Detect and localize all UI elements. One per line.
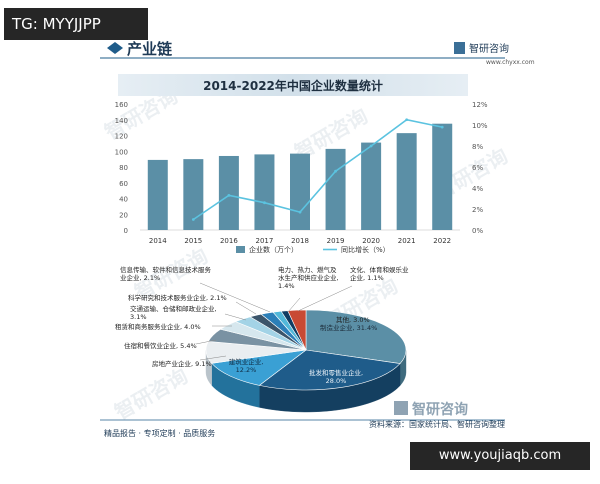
y-left-tick-label: 160 bbox=[115, 101, 128, 109]
legend-bar-label: 企业数（万个） bbox=[249, 245, 298, 254]
pie-slice-label: 信息传输、软件和信息技术服务业企业, 2.1% bbox=[120, 265, 212, 282]
legend-line-label: 同比增长（%） bbox=[341, 245, 390, 254]
bar bbox=[396, 133, 417, 230]
growth-point bbox=[191, 218, 195, 221]
pie-leader-line bbox=[224, 313, 247, 321]
pie-slice-label: 租赁和商务服务业企业, 4.0% bbox=[115, 322, 201, 331]
bar bbox=[361, 142, 382, 230]
x-tick-label: 2020 bbox=[362, 237, 380, 245]
y-left-tick-label: 40 bbox=[119, 196, 128, 204]
bar bbox=[147, 159, 168, 230]
y-right-tick-label: 6% bbox=[472, 164, 483, 172]
pie-leader-line bbox=[287, 297, 301, 313]
pie-chart: 制造业企业, 31.4% 批发和零售业企业, 28.0% 建筑业企业, 12.2% 房地产… bbox=[115, 265, 409, 413]
bar bbox=[254, 154, 275, 230]
chart-title: 2014-2022年中国企业数量统计 bbox=[203, 78, 383, 93]
footer-brand-icon bbox=[394, 401, 408, 415]
brand-name: 智研咨询 bbox=[469, 42, 509, 55]
footer-brand-name: 智研咨询 bbox=[411, 401, 468, 418]
pie-slice-label: 建筑业企业, 12.2% bbox=[229, 357, 264, 374]
section-title: 产业链 bbox=[127, 40, 173, 58]
y-left-tick-label: 120 bbox=[115, 133, 128, 141]
pie-slice bbox=[258, 349, 401, 391]
pie-slice-label: 科学研究和技术服务业企业, 2.1% bbox=[128, 293, 227, 302]
pie-slice-label: 住宿和餐饮业企业, 5.4% bbox=[124, 341, 197, 350]
y-left-tick-label: 140 bbox=[115, 117, 128, 125]
x-tick-label: 2019 bbox=[327, 237, 345, 245]
bar bbox=[290, 153, 310, 230]
footer-tagline: 精品报告 · 专项定制 · 品质服务 bbox=[104, 428, 215, 438]
y-right-tick-label: 4% bbox=[472, 185, 483, 193]
y-left-tick-label: 20 bbox=[119, 211, 128, 219]
pie-slice-label: 交通运输、仓储和邮政业企业, 3.1% bbox=[130, 304, 217, 321]
bar bbox=[325, 148, 346, 230]
x-tick-label: 2015 bbox=[184, 237, 202, 245]
diamond-icon bbox=[107, 42, 123, 54]
x-tick-label: 2014 bbox=[149, 237, 167, 245]
y-left-tick-label: 80 bbox=[119, 164, 128, 172]
bar bbox=[432, 123, 453, 230]
pie-slice-label: 批发和零售业企业, 28.0% bbox=[309, 368, 363, 385]
growth-point bbox=[334, 169, 337, 173]
pie-leader-line bbox=[199, 282, 271, 313]
x-tick-label: 2016 bbox=[220, 237, 238, 245]
y-right-tick-label: 2% bbox=[472, 206, 483, 214]
y-right-tick-label: 0% bbox=[472, 227, 483, 235]
y-left-tick-label: 60 bbox=[119, 180, 128, 188]
y-left-tick-label: 0 bbox=[124, 227, 128, 235]
bar-line-chart: 0 20 40 60 80 100 120 140 160 0% 2% 4% 6% 8% 10% 12% 201… bbox=[115, 101, 488, 254]
pie-leader-line bbox=[297, 285, 353, 312]
watermark-url: www.youjiaqb.com bbox=[410, 442, 590, 470]
y-left-tick-label: 100 bbox=[115, 148, 128, 156]
growth-line bbox=[192, 118, 443, 221]
x-tick-label: 2018 bbox=[291, 237, 309, 245]
bg-watermark-text: 智研咨询 bbox=[111, 364, 192, 425]
pie-leader-line bbox=[235, 301, 257, 315]
chart-title-banner bbox=[118, 74, 468, 96]
pie-slice-label: 电力、热力、燃气及水生产和供应业企业, 1.4% bbox=[278, 265, 339, 290]
footer-source: 资料来源：国家统计局、智研咨询整理 bbox=[369, 419, 505, 429]
x-tick-label: 2021 bbox=[398, 237, 416, 245]
growth-point bbox=[298, 210, 302, 214]
pie-slice bbox=[287, 309, 307, 351]
pie-slice-label: 文化、体育和娱乐业企业, 1.1% bbox=[350, 265, 409, 282]
y-right-tick-label: 8% bbox=[472, 143, 483, 151]
pie-leader-line bbox=[199, 355, 227, 361]
pie-slice-label: 制造业企业, 31.4% bbox=[320, 323, 377, 332]
x-tick-label: 2022 bbox=[433, 237, 451, 245]
bar bbox=[183, 159, 204, 230]
pie-leader-line bbox=[195, 339, 217, 345]
pie-slice bbox=[305, 309, 407, 364]
x-tick-label: 2017 bbox=[256, 237, 274, 245]
pie-slice-label: 其他, 3.0% bbox=[336, 315, 370, 324]
growth-point bbox=[263, 201, 266, 205]
footer: 精品报告 · 专项定制 · 品质服务 资料来源：国家统计局、智研咨询整理 智研咨… bbox=[100, 401, 505, 438]
header: 产业链 智研咨询 www.chyxx.com bbox=[100, 40, 535, 66]
legend-bar-swatch bbox=[236, 246, 245, 253]
brand-url: www.chyxx.com bbox=[486, 59, 535, 66]
growth-point bbox=[227, 193, 231, 197]
growth-point bbox=[440, 125, 444, 129]
watermark-tag: TG: MYYJJPP bbox=[4, 8, 148, 40]
y-right-tick-label: 12% bbox=[472, 101, 488, 109]
brand-logo-icon bbox=[454, 42, 465, 54]
y-right-tick-label: 10% bbox=[472, 122, 488, 130]
bar bbox=[218, 155, 239, 230]
growth-point bbox=[405, 118, 409, 122]
pie-slice bbox=[211, 349, 308, 386]
growth-point bbox=[369, 144, 373, 148]
pie-slice-label: 房地产业企业, 9.1% bbox=[152, 359, 212, 368]
